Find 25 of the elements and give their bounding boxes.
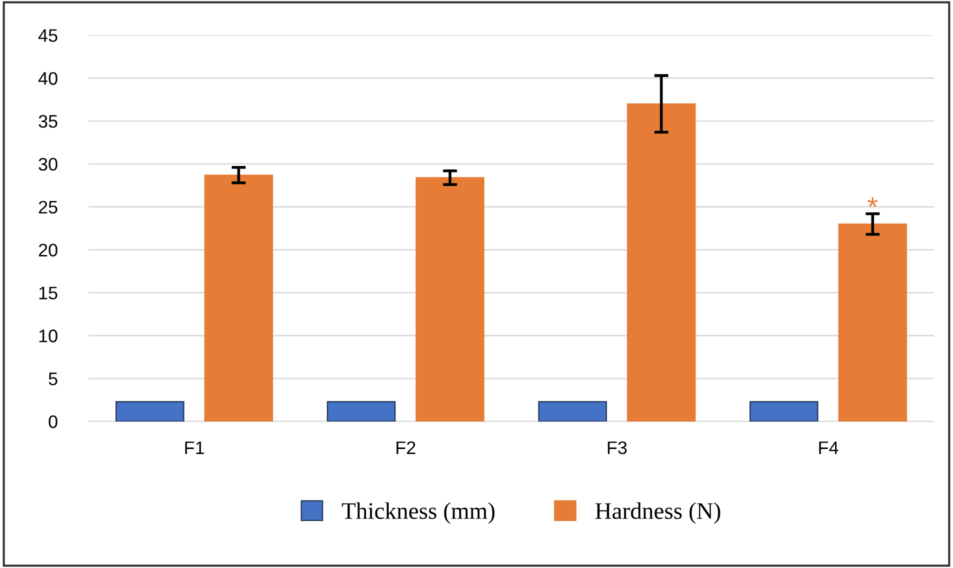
bar [116, 401, 184, 422]
y-tick-label: 20 [38, 244, 58, 257]
x-tick-label: F2 [396, 441, 416, 454]
y-tick-label: 15 [39, 286, 58, 300]
bar [416, 177, 484, 422]
y-tick-label: 25 [38, 200, 58, 214]
bar [204, 174, 274, 422]
x-tick-label: F1 [185, 442, 204, 454]
legend-label: Thickness (mm) [342, 502, 495, 524]
y-tick-label: 30 [38, 158, 58, 171]
annotation: * [868, 197, 878, 207]
legend-label: Hardness (N) [595, 502, 720, 524]
y-tick-label: 40 [38, 72, 58, 85]
bar [750, 401, 818, 422]
y-tick-label: 5 [48, 372, 58, 386]
bar [838, 223, 908, 422]
x-tick-label: F3 [608, 441, 627, 454]
bar [626, 103, 696, 422]
x-tick-label: F4 [819, 442, 838, 454]
bar [538, 401, 607, 422]
y-tick-label: 45 [38, 29, 58, 42]
y-tick-label: 10 [39, 330, 58, 342]
y-tick-label: 35 [38, 114, 58, 128]
y-tick-label: 0 [48, 415, 58, 428]
bar [326, 401, 396, 422]
